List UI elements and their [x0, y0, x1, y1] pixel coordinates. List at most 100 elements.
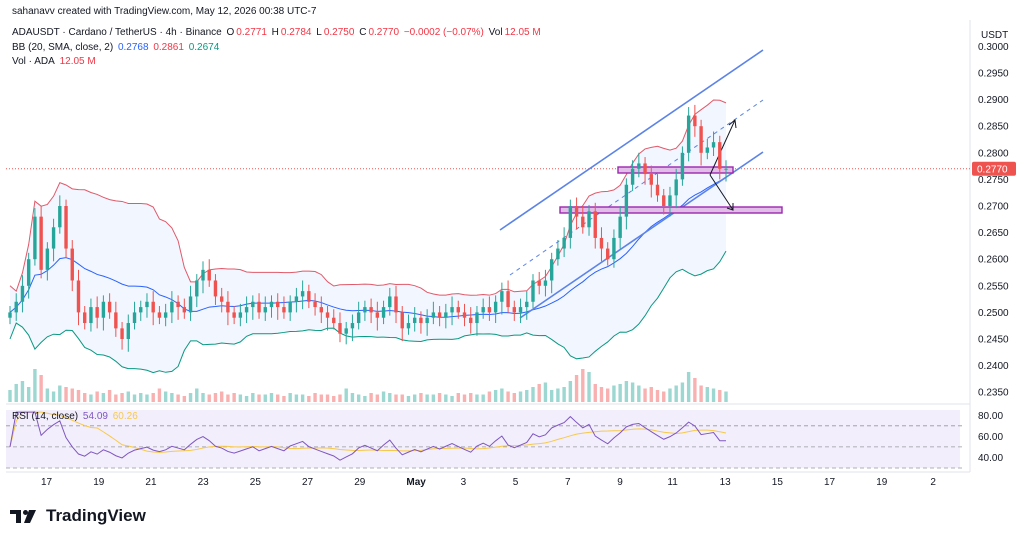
- candle-body: [276, 301, 280, 308]
- date-tick: 15: [772, 477, 784, 488]
- volume-bar: [257, 394, 261, 402]
- candle-body: [151, 301, 155, 313]
- volume-bar: [562, 387, 566, 402]
- candle-body: [375, 312, 380, 318]
- tradingview-logo[interactable]: TradingView: [10, 506, 146, 526]
- volume-bar: [70, 388, 74, 402]
- volume-bar: [132, 394, 137, 402]
- price-tick: 0.2600: [978, 255, 1009, 266]
- candle-body: [83, 312, 87, 324]
- candle-body: [444, 312, 448, 318]
- bb-legend[interactable]: BB (20, SMA, close, 2) 0.2768 0.2861 0.2…: [12, 42, 220, 53]
- volume-bar: [307, 396, 311, 402]
- candle-body: [525, 301, 529, 308]
- volume-bar: [456, 393, 460, 402]
- volume-bar: [549, 390, 554, 402]
- volume-bar: [332, 396, 336, 402]
- bb-basis-line: [9, 176, 727, 318]
- volume-bar: [718, 390, 722, 402]
- candle-body: [487, 307, 492, 313]
- volume-bar: [655, 390, 660, 402]
- candle-body: [674, 179, 678, 196]
- candle-body: [394, 296, 398, 313]
- symbol-ohlc-line: ADAUSDT · Cardano / TetherUS · 4h · Bina…: [12, 27, 541, 38]
- date-tick: 13: [720, 477, 732, 488]
- volume-bar: [568, 381, 573, 402]
- candle-body: [350, 323, 355, 329]
- candle-body: [450, 307, 454, 313]
- candle-body: [462, 312, 467, 318]
- rsi-pane: [6, 411, 962, 469]
- volume-legend[interactable]: Vol · ADA 12.05 M: [12, 56, 96, 67]
- volume-bar: [151, 393, 155, 402]
- bb-lower-line: [9, 250, 727, 374]
- candle-body: [543, 280, 548, 286]
- candle-body: [195, 280, 199, 297]
- candle-body: [207, 269, 211, 281]
- candle-body: [238, 312, 243, 318]
- rsi-tick: 80.00: [978, 411, 1003, 422]
- candle-body: [493, 301, 498, 313]
- volume-bar: [518, 391, 523, 402]
- volume-bar: [107, 390, 112, 402]
- date-tick: 19: [93, 477, 105, 488]
- candlesticks: [8, 104, 728, 352]
- price-tick: 0.3000: [978, 42, 1009, 53]
- volume-bar: [543, 382, 548, 402]
- volume-bar: [344, 388, 348, 402]
- date-tick: 17: [824, 477, 836, 488]
- candle-body: [531, 280, 535, 302]
- candle-body: [637, 163, 641, 169]
- candle-body: [76, 280, 81, 313]
- candle-body: [201, 269, 205, 281]
- volume-bar: [630, 382, 635, 402]
- current-price-text: 0.2770: [977, 164, 1008, 175]
- volume-bar: [363, 396, 367, 402]
- candle-body: [163, 312, 168, 318]
- candle-body: [26, 259, 31, 286]
- price-tick: 0.2500: [978, 308, 1009, 319]
- candle-body: [300, 291, 305, 297]
- volume-bar: [145, 394, 149, 402]
- candle-body: [107, 301, 112, 313]
- volume-bar: [26, 387, 31, 402]
- volume-bar: [282, 396, 286, 402]
- rsi-legend[interactable]: RSI (14, close) 54.09 60.26: [12, 411, 138, 422]
- resistance-zone: [617, 166, 734, 174]
- date-tick: 2: [930, 477, 936, 488]
- candle-body: [425, 317, 429, 324]
- volume-bar: [649, 387, 653, 402]
- candle-body: [313, 301, 317, 308]
- volume-bar: [139, 393, 143, 402]
- rsi-background: [6, 410, 960, 468]
- candle-body: [356, 312, 361, 324]
- brand-name: TradingView: [46, 506, 146, 525]
- candle-body: [263, 307, 267, 313]
- volume-bar: [170, 393, 174, 402]
- volume-bar: [83, 393, 87, 402]
- candle-body: [581, 216, 585, 228]
- candle-body: [39, 216, 43, 270]
- volume-bars: [8, 369, 728, 402]
- volume-bar: [475, 394, 479, 402]
- candle-body: [630, 168, 635, 185]
- candle-body: [244, 307, 249, 313]
- symbol-line[interactable]: ADAUSDT · Cardano / TetherUS · 4h · Bina…: [12, 27, 222, 38]
- candle-body: [662, 195, 666, 206]
- volume-bar: [668, 388, 672, 402]
- price-tick: 0.2800: [978, 148, 1009, 159]
- candle-body: [20, 285, 25, 302]
- volume-bar: [412, 394, 417, 402]
- candle-body: [363, 307, 367, 313]
- volume-bar: [724, 391, 728, 402]
- candle-body: [668, 195, 672, 206]
- price-tick: 0.2550: [978, 281, 1009, 292]
- volume-bar: [64, 387, 68, 402]
- volume-bar: [500, 388, 504, 402]
- candle-body: [624, 184, 629, 217]
- volume-bar: [356, 394, 361, 402]
- date-tick: 5: [513, 477, 519, 488]
- channel-upper-line: [499, 49, 764, 231]
- volume-bar: [469, 393, 473, 402]
